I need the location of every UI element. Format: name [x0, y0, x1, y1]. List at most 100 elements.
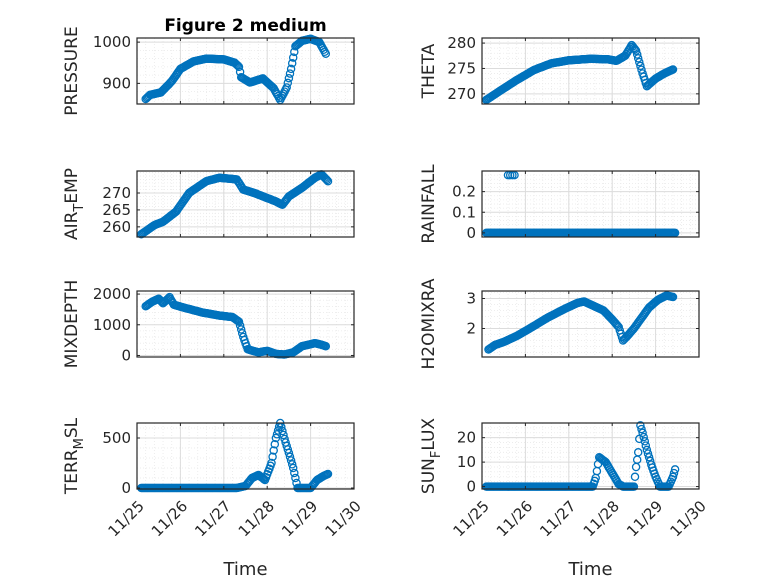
- plot-area: [482, 423, 699, 489]
- axes-box: [481, 290, 700, 358]
- x-axis-label: Time: [567, 559, 612, 580]
- data-point: [637, 424, 646, 434]
- y-axis-label-main: RAINFALL: [419, 164, 439, 244]
- data-point: [668, 65, 678, 74]
- x-tick-label: 11/28: [580, 497, 623, 540]
- data-point: [232, 60, 242, 70]
- y-tick-label: 1000: [93, 316, 131, 334]
- x-tick-label: 11/27: [191, 497, 234, 540]
- y-axis-label-rest: SL: [62, 417, 82, 438]
- x-tick-label: 11/30: [666, 497, 709, 540]
- y-axis-label: TERRMSL: [62, 417, 87, 495]
- plot-area: [137, 171, 354, 237]
- data-point: [235, 67, 245, 77]
- data-point: [269, 446, 278, 455]
- data-point: [322, 175, 332, 185]
- y-axis-label: AIRTEMP: [62, 168, 87, 240]
- data-point: [323, 176, 333, 186]
- figure-title: Figure 2 medium: [164, 16, 326, 36]
- tick-marks: [136, 38, 355, 104]
- data-point: [644, 452, 654, 462]
- y-tick-label: 3: [466, 290, 476, 308]
- y-tick-label: 0: [466, 224, 476, 242]
- y-axis-label: H2OMIXRA: [419, 278, 439, 369]
- plot-area: [137, 38, 354, 104]
- y-axis-label: MIXDEPTH: [62, 280, 82, 369]
- y-tick-label: 1000: [93, 33, 131, 51]
- data-point: [270, 440, 280, 449]
- y-tick-label: 500: [102, 429, 131, 447]
- series-theta: [482, 40, 678, 105]
- x-tick-label: 11/29: [623, 497, 666, 540]
- y-tick-label: 0: [121, 479, 131, 497]
- y-tick-label: 900: [102, 74, 131, 92]
- series-air_temp: [137, 170, 333, 239]
- data-point: [670, 465, 680, 474]
- y-tick-label: 2000: [93, 285, 131, 303]
- x-tick-label: 11/28: [235, 497, 278, 540]
- data-point: [630, 472, 640, 482]
- data-point: [668, 472, 678, 482]
- y-axis-label-main: SUN: [419, 458, 439, 494]
- data-point: [633, 448, 643, 457]
- y-tick-label: 0: [466, 478, 476, 496]
- series-pressure: [141, 34, 331, 105]
- y-tick-label: 275: [447, 59, 476, 77]
- data-point: [267, 458, 276, 468]
- data-point: [234, 317, 244, 326]
- x-tick-label: 11/27: [536, 497, 579, 540]
- data-point: [321, 174, 331, 184]
- tick-marks: [136, 423, 355, 489]
- data-point: [638, 428, 647, 438]
- y-tick-label: 2: [466, 320, 476, 338]
- y-axis-label: THETA: [419, 43, 439, 99]
- data-point: [234, 62, 244, 72]
- axes-box: [481, 422, 700, 490]
- x-tick-label: 11/29: [278, 497, 321, 540]
- y-axis-label: RAINFALL: [419, 164, 439, 244]
- axes-box: [136, 422, 355, 490]
- data-point: [287, 59, 297, 68]
- data-point: [669, 468, 679, 478]
- data-point: [282, 83, 291, 92]
- axes-box: [136, 290, 355, 358]
- tick-marks: [136, 171, 355, 237]
- data-point: [636, 61, 645, 71]
- data-point: [643, 449, 653, 458]
- subplot-sun_flux: 0 10 20 11/25 11/26 11/27 11/28 11/29 11/30 SUNFL…: [419, 418, 710, 580]
- data-point: [633, 54, 643, 63]
- series-sun_flux: [482, 421, 680, 491]
- y-axis-label-subscript: F: [429, 451, 444, 458]
- data-point: [283, 78, 293, 88]
- data-point: [287, 460, 297, 469]
- data-point: [284, 73, 294, 83]
- x-tick-label: 11/25: [104, 497, 147, 540]
- data-point: [642, 445, 652, 455]
- axes-box: [481, 170, 700, 238]
- axes-box: [136, 170, 355, 238]
- y-axis-label-main: TERR: [62, 449, 82, 495]
- data-point: [631, 46, 641, 55]
- y-tick-label: 270: [102, 184, 131, 202]
- data-point: [268, 452, 277, 462]
- y-tick-label: 270: [447, 85, 476, 103]
- y-axis-label-rest: EMP: [62, 168, 82, 204]
- y-tick-label: 20: [457, 429, 476, 447]
- data-point: [668, 292, 678, 302]
- y-axis-label-main: THETA: [419, 43, 439, 99]
- subplot-rainfall: 0 0.1 0.2 RAINFALL: [419, 164, 700, 244]
- y-axis-label-subscript: T: [72, 204, 87, 213]
- data-point: [286, 64, 296, 74]
- y-axis-label-main: H2OMIXRA: [419, 278, 439, 369]
- data-point: [641, 441, 651, 450]
- x-tick-label: 11/26: [493, 497, 536, 540]
- y-axis-label: SUNFLUX: [419, 418, 444, 495]
- data-point: [235, 321, 245, 330]
- data-point: [291, 473, 300, 483]
- y-axis-label-subscript: M: [72, 438, 87, 449]
- data-point: [285, 452, 295, 462]
- data-point: [321, 342, 331, 351]
- data-point: [285, 69, 295, 78]
- y-axis-label-main: PRESSURE: [62, 26, 82, 115]
